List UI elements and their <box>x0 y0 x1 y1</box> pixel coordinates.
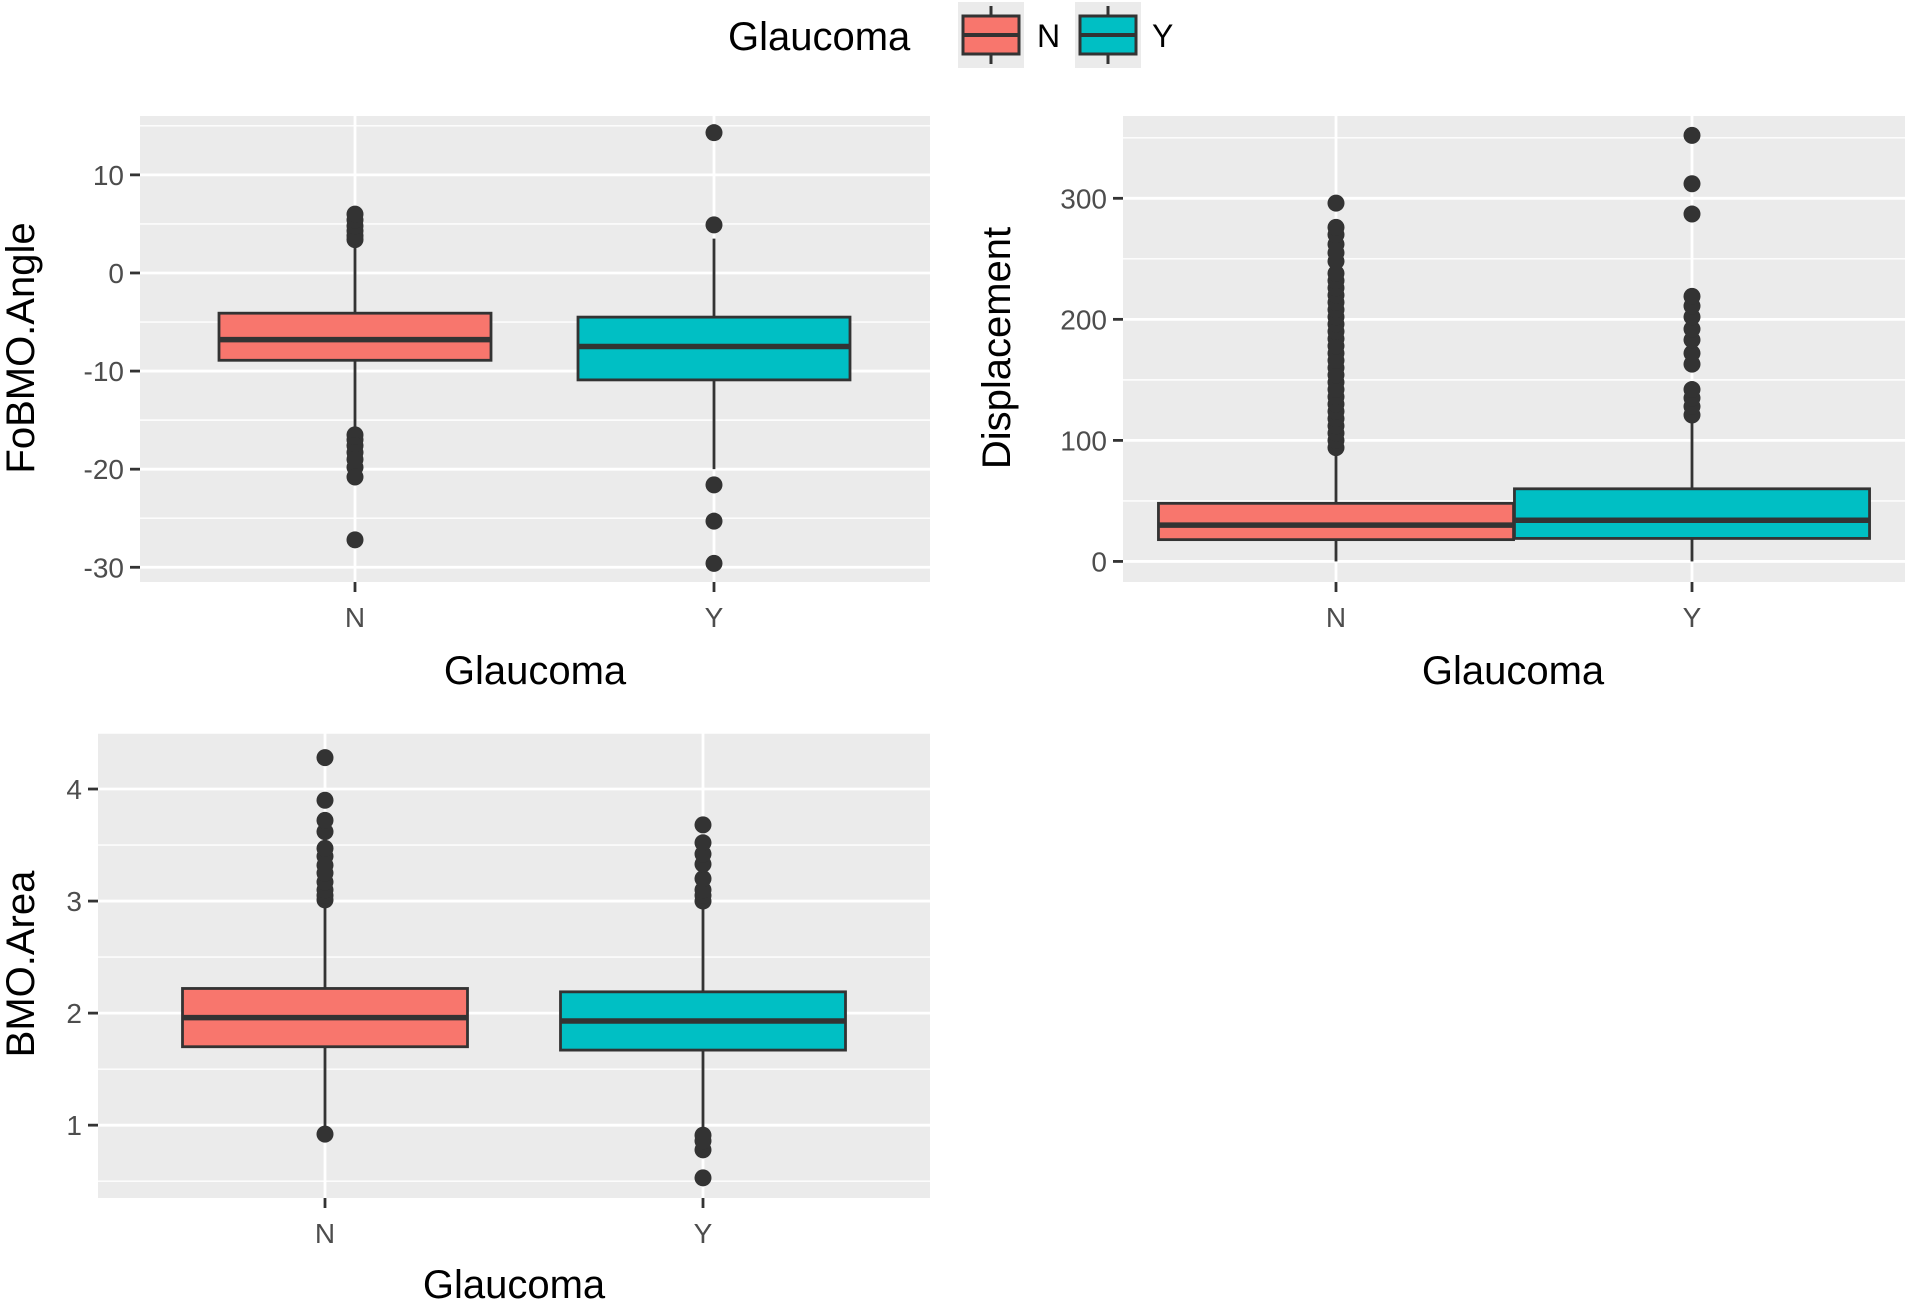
outlier-point <box>694 870 712 888</box>
outlier-point <box>705 216 723 234</box>
outlier-point <box>1327 194 1345 212</box>
y-tick-label: 100 <box>1060 425 1107 456</box>
y-tick-label: 1 <box>66 1110 82 1141</box>
plot-area: -30 -20 -10 0 10 N Y <box>84 116 930 633</box>
outlier-point <box>1327 218 1345 236</box>
outlier-point <box>1683 344 1701 362</box>
y-tick-label: -30 <box>84 552 124 583</box>
outlier-point <box>694 1169 712 1187</box>
outlier-point <box>694 1126 712 1144</box>
y-tick-label: 4 <box>66 774 82 805</box>
panel-bmo-area: 1 2 3 4 N Y BMO.Area Glaucoma <box>0 732 930 1302</box>
outlier-point <box>346 531 364 549</box>
panel-1-xlabel: Glaucoma <box>1422 649 1605 693</box>
legend-label-y: Y <box>1152 18 1173 54</box>
y-tick-label: 300 <box>1060 183 1107 214</box>
legend-key-n: N <box>958 2 1060 68</box>
outlier-point <box>316 811 334 829</box>
y-tick-label: 0 <box>1091 546 1107 577</box>
y-tick-label: 2 <box>66 998 82 1029</box>
outlier-point <box>316 839 334 857</box>
box-body <box>1513 487 1871 540</box>
box-n <box>217 205 493 549</box>
panel-0-xlabel: Glaucoma <box>444 649 627 693</box>
x-tick-label: N <box>345 602 365 633</box>
outlier-point <box>316 749 334 767</box>
legend-key-y: Y <box>1075 2 1173 68</box>
panel-displacement: 0 100 200 300 N Y Displacement Glaucoma <box>975 116 1905 693</box>
box-y <box>559 816 847 1187</box>
plot-background <box>98 733 930 1198</box>
plot-area: 0 100 200 300 N Y <box>1060 116 1905 633</box>
outlier-point <box>346 468 364 486</box>
outlier-point <box>705 512 723 530</box>
outlier-point <box>346 205 364 223</box>
x-tick-label: Y <box>1683 602 1702 633</box>
x-tick-label: N <box>1326 602 1346 633</box>
y-tick-label: 0 <box>108 258 124 289</box>
outlier-point <box>1683 320 1701 338</box>
y-tick-label: -20 <box>84 454 124 485</box>
outlier-point <box>1683 175 1701 193</box>
y-tick-label: 10 <box>93 160 124 191</box>
box-y <box>576 124 852 572</box>
panel-2-ylabel: BMO.Area <box>0 870 43 1057</box>
box-body <box>217 311 493 362</box>
outlier-point <box>1683 287 1701 305</box>
outlier-point <box>705 476 723 494</box>
outlier-point <box>705 124 723 142</box>
y-tick-label: -10 <box>84 356 124 387</box>
x-tick-label: Y <box>705 602 724 633</box>
outlier-point <box>694 834 712 852</box>
plot-area: 1 2 3 4 N Y <box>66 732 930 1249</box>
outlier-point <box>705 554 723 572</box>
box-body <box>1157 501 1515 542</box>
y-tick-label: 200 <box>1060 304 1107 335</box>
panel-2-xlabel: Glaucoma <box>423 1263 606 1302</box>
x-tick-label: N <box>315 1218 335 1249</box>
panel-0-ylabel: FoBMO.Angle <box>0 222 43 473</box>
x-tick-label: Y <box>694 1218 713 1249</box>
box-n <box>1157 194 1515 562</box>
y-tick-label: 3 <box>66 886 82 917</box>
panel-fobmo-angle: -30 -20 -10 0 10 N Y FoBMO.Angle Glaucoma <box>0 116 930 693</box>
legend-label-n: N <box>1037 18 1060 54</box>
outlier-point <box>1327 264 1345 282</box>
legend-title: Glaucoma <box>728 15 911 59</box>
outlier-point <box>316 1125 334 1143</box>
panel-1-ylabel: Displacement <box>975 227 1019 469</box>
outlier-point <box>1683 126 1701 144</box>
outlier-point <box>1683 381 1701 399</box>
box-y <box>1513 126 1871 562</box>
outlier-point <box>316 791 334 809</box>
outlier-point <box>1683 205 1701 223</box>
box-n <box>181 749 469 1143</box>
outlier-point <box>694 816 712 834</box>
